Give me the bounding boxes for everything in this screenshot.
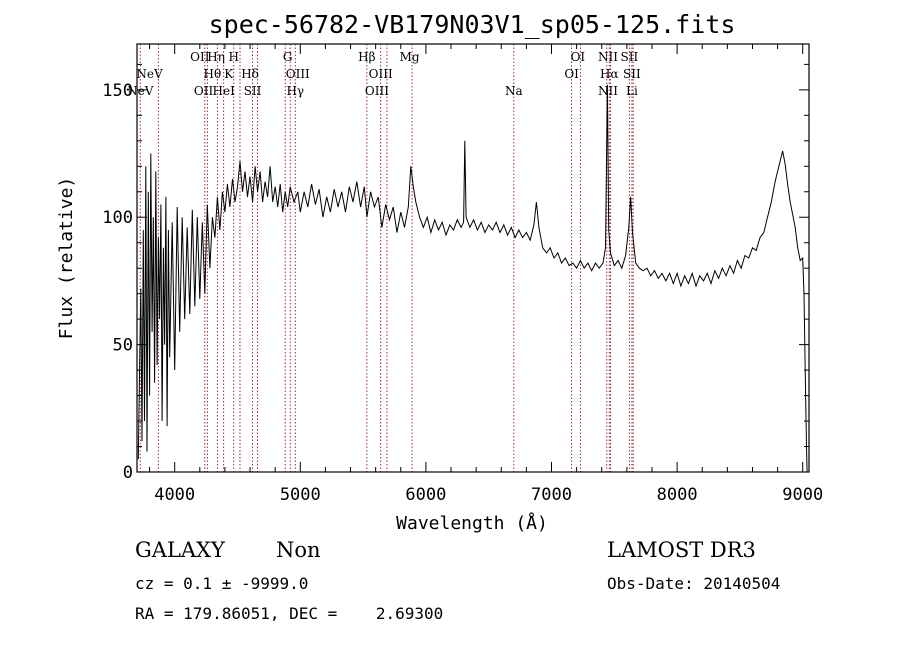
coordinates-line: RA = 179.86051, DEC = 2.69300 (135, 604, 444, 623)
line-label-17: Mg (400, 50, 420, 64)
line-label-11: G (283, 50, 293, 64)
line-label-23: NII (598, 84, 618, 98)
line-label-9: Hδ (241, 67, 259, 81)
obs-date: Obs-Date: 20140504 (607, 574, 781, 593)
survey-name: LAMOST DR3 (607, 538, 756, 562)
line-label-7: H (228, 50, 238, 64)
y-tick-label-50: 50 (113, 336, 133, 356)
line-label-18: Na (505, 84, 523, 98)
line-label-15: OIII (369, 67, 393, 81)
x-tick-label-5000: 5000 (280, 485, 321, 505)
line-label-13: Hγ (286, 84, 304, 98)
line-label-4: Hη (207, 50, 225, 64)
line-label-14: Hβ (358, 50, 375, 64)
line-label-2: OII (190, 50, 210, 64)
line-label-24: SII (621, 50, 639, 64)
line-label-3: OII (194, 84, 214, 98)
x-tick-label-4000: 4000 (154, 485, 195, 505)
line-label-6: HeI (213, 84, 236, 98)
line-label-16: OIII (365, 84, 389, 98)
y-tick-label-150: 150 (102, 81, 133, 101)
x-axis-label: Wavelength (Å) (396, 512, 548, 534)
line-label-25: SII (623, 67, 641, 81)
y-tick-label-100: 100 (102, 208, 133, 228)
x-tick-label-6000: 6000 (405, 485, 446, 505)
x-axis: 4000 5000 6000 7000 8000 9000 (149, 44, 823, 505)
y-axis-label: Flux (relative) (56, 177, 77, 340)
spectrum-line (137, 84, 808, 473)
line-label-21: NII (598, 50, 618, 64)
line-label-10: SII (244, 84, 262, 98)
x-tick-label-9000: 9000 (782, 485, 823, 505)
object-subclass: Non (276, 538, 321, 562)
y-axis: 0 50 100 150 (102, 63, 809, 483)
x-tick-label-7000: 7000 (531, 485, 572, 505)
plot-frame (136, 43, 810, 473)
object-class: GALAXY (135, 538, 225, 562)
x-tick-label-8000: 8000 (657, 485, 698, 505)
line-label-8: K (224, 67, 234, 81)
y-tick-label-0: 0 (123, 463, 133, 483)
chart-title: spec-56782-VB179N03V1_sp05-125.fits (209, 10, 736, 39)
line-label-5: Hθ (204, 67, 222, 81)
redshift-line: cz = 0.1 ± -9999.0 (135, 574, 309, 593)
line-label-20: OI (564, 67, 579, 81)
line-label-12: OIII (286, 67, 310, 81)
line-label-19: OI (571, 50, 586, 64)
line-label-1: NeV (136, 67, 163, 81)
line-label-0: NeV (127, 84, 154, 98)
line-label-26: Li (626, 84, 638, 98)
line-label-22: Hα (600, 67, 619, 81)
